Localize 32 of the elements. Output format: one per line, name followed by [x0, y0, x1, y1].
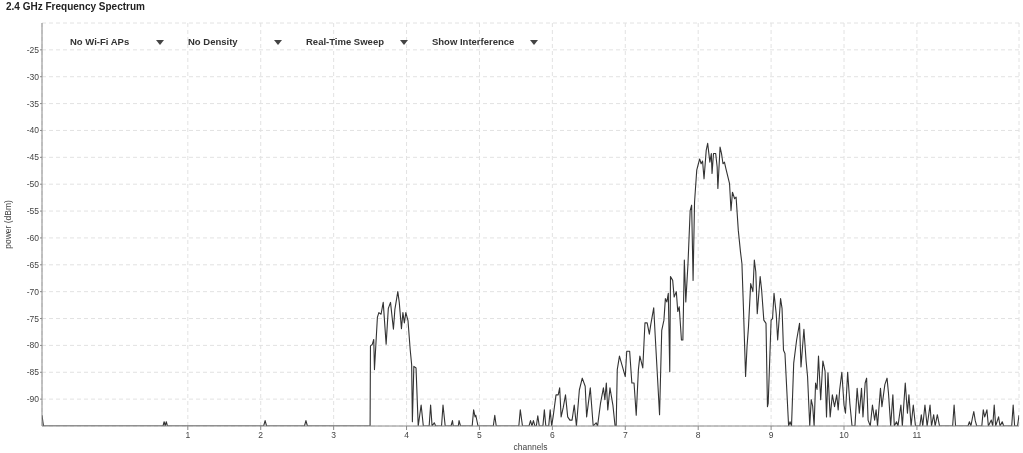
- x-tick-label: 7: [622, 430, 628, 441]
- y-tick-label: -45: [26, 152, 40, 163]
- y-tick-label: -50: [26, 179, 40, 190]
- y-tick-label: -90: [26, 394, 40, 405]
- y-tick-label: -35: [26, 98, 40, 109]
- x-tick-label: 11: [912, 430, 922, 441]
- annotation: Show Interference: [431, 36, 515, 48]
- y-tick-label: -30: [26, 71, 40, 82]
- x-tick-label: 4: [404, 430, 410, 441]
- annotation: No Density: [188, 36, 239, 48]
- chart-title: 2.4 GHz Frequency Spectrum: [6, 0, 145, 13]
- y-tick-label: -25: [26, 44, 40, 55]
- annotation: Real-Time Sweep: [306, 36, 384, 48]
- x-tick-label: 3: [331, 430, 337, 441]
- x-tick-label: 9: [768, 430, 774, 441]
- x-tick-label: 5: [477, 430, 483, 441]
- y-tick-label: -80: [26, 340, 40, 351]
- annotation: No Wi-Fi APs: [70, 36, 131, 48]
- y-axis-title: power (dBm): [3, 200, 13, 249]
- y-tick-label: -40: [26, 125, 40, 136]
- y-tick-label: -60: [26, 232, 40, 243]
- x-tick-label: 6: [550, 430, 556, 441]
- y-tick-label: -65: [26, 259, 40, 270]
- y-tick-label: -70: [26, 286, 40, 297]
- x-axis-title: channels: [513, 442, 548, 452]
- x-tick-label: 10: [839, 430, 850, 441]
- x-tick-label: 8: [695, 430, 701, 441]
- x-tick-label: 2: [258, 430, 264, 441]
- y-tick-label: -55: [26, 206, 40, 217]
- y-tick-label: -85: [26, 367, 40, 378]
- x-tick-label: 1: [185, 430, 191, 441]
- y-tick-label: -75: [26, 313, 40, 324]
